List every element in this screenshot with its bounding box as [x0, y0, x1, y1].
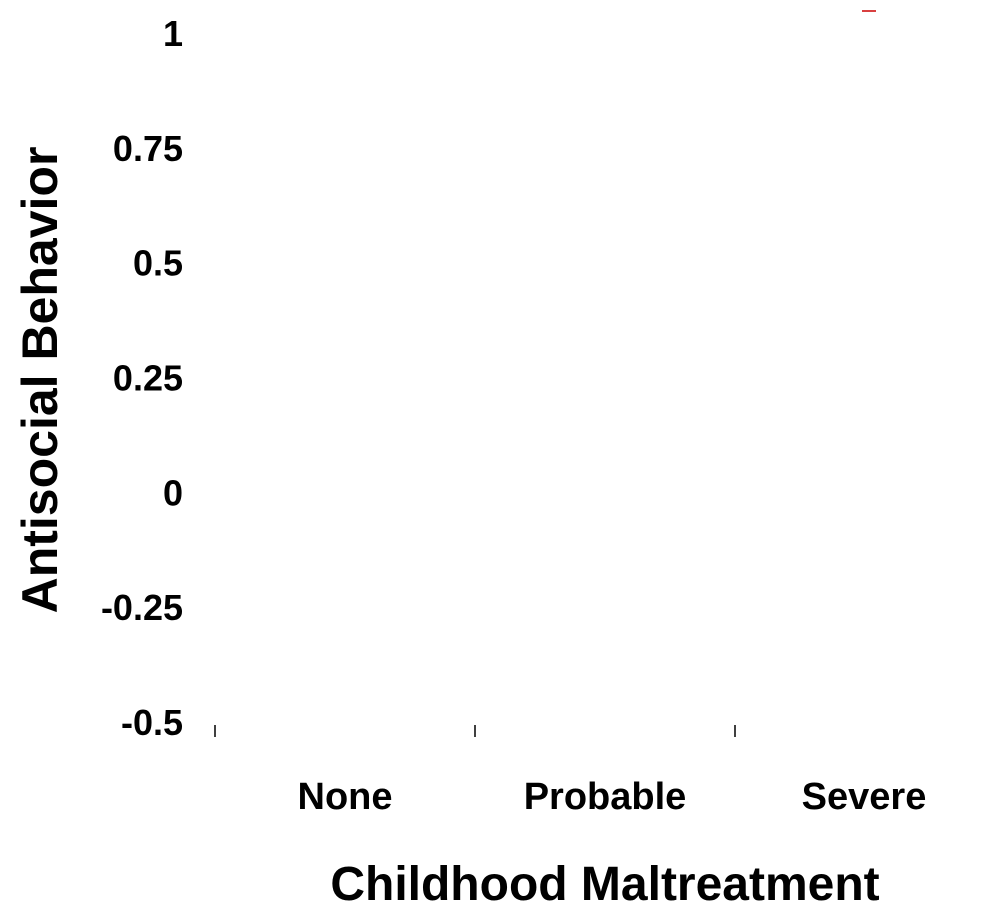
y-axis-title: Antisocial Behavior: [12, 147, 68, 614]
x-axis-ticks: [214, 725, 736, 737]
y-tick-label: 0.5: [133, 243, 183, 284]
x-category-label: Severe: [802, 776, 927, 818]
y-tick-label: 0: [163, 472, 183, 513]
x-category-label: None: [298, 776, 393, 818]
y-tick-label: -0.25: [101, 587, 183, 628]
x-category-label: Probable: [524, 776, 687, 818]
y-tick-label: 0.75: [113, 128, 183, 169]
y-tick-label: 1: [163, 13, 183, 54]
y-tick-label: -0.5: [121, 702, 183, 743]
x-axis-category-labels: None Probable Severe: [298, 776, 927, 818]
x-axis-title: Childhood Maltreatment: [330, 858, 879, 911]
y-tick-label: 0.25: [113, 358, 183, 399]
y-axis-ticks: -0.5 -0.25 0 0.25 0.5 0.75 1: [101, 13, 183, 743]
